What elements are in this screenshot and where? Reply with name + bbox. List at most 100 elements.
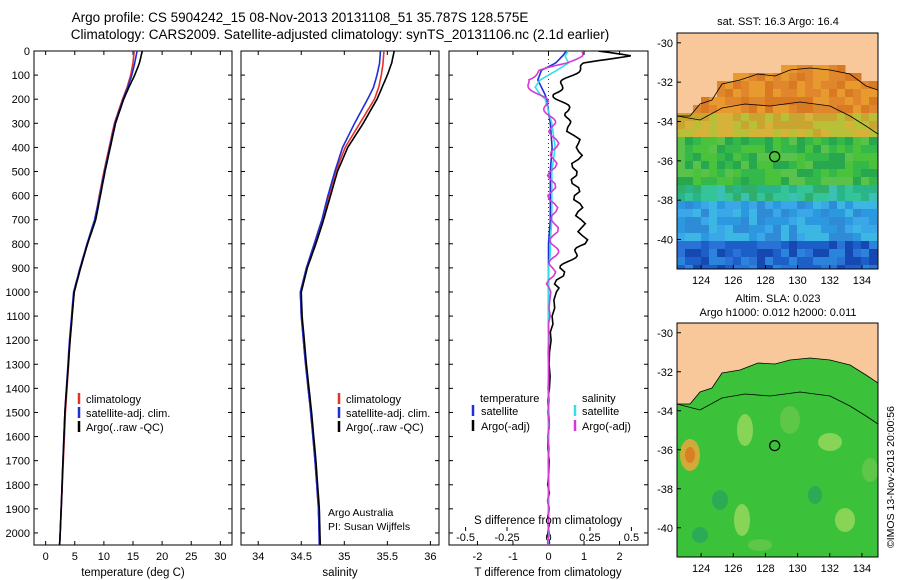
sst-cell (757, 193, 766, 202)
sst-cell (709, 249, 718, 258)
sst-cell (805, 169, 814, 178)
temperature-x-ticks: 0 5 10 15 20 25 30 (43, 51, 226, 563)
sla-shelf-contour (677, 391, 878, 425)
sst-cell (741, 249, 750, 258)
sst-cell (733, 257, 742, 266)
sst-lon-ticks: 124 126 128 130 132 134 (692, 265, 871, 287)
sst-cell (853, 89, 862, 98)
s-tick-label: -0.5 (456, 532, 475, 544)
sst-cell (781, 89, 790, 98)
sst-cell (725, 201, 734, 210)
sst-cell (797, 129, 806, 138)
sst-cell (813, 241, 822, 250)
sst-cell (717, 233, 726, 242)
sst-cell (829, 145, 838, 154)
sst-cell (677, 121, 686, 130)
sst-cell (869, 241, 878, 250)
sst-cell (765, 177, 774, 186)
sst-cell (765, 201, 774, 210)
series-line-s-argo-adj- (527, 51, 584, 545)
sst-cell (789, 193, 798, 202)
sst-cell (677, 129, 686, 138)
sst-cell (861, 185, 870, 194)
sst-cell (845, 161, 854, 170)
sst-cell (837, 169, 846, 178)
sst-cell (837, 129, 846, 138)
sst-cell (781, 225, 790, 234)
legend-label-t-argo: Argo(-adj) (481, 421, 530, 433)
sst-cell (869, 185, 878, 194)
sst-cell (733, 209, 742, 218)
sla-map-title: Altim. SLA: 0.023 (736, 293, 821, 305)
sst-cell (685, 249, 694, 258)
sst-cell (821, 169, 830, 178)
sst-cell (725, 121, 734, 130)
sst-cell (685, 265, 694, 269)
salinity-series (299, 51, 395, 545)
x-tick-label: 15 (127, 551, 139, 563)
sst-cell (709, 113, 718, 122)
sst-cell (677, 177, 686, 186)
sst-cell (805, 161, 814, 170)
sst-cell (781, 81, 790, 90)
figure-title-line2: Climatology: CARS2009. Satellite-adjuste… (71, 27, 610, 42)
sst-cell (829, 169, 838, 178)
sst-cell (733, 217, 742, 226)
sst-cell (717, 217, 726, 226)
sst-cell (797, 137, 806, 146)
x-tick-label: -2 (473, 551, 483, 563)
sst-cell (693, 201, 702, 210)
salinity-legend: climatology satellite-adj. clim. Argo(..… (337, 393, 430, 434)
sst-cell (773, 145, 782, 154)
sst-cell (757, 201, 766, 210)
sst-cell (693, 153, 702, 162)
sst-cell (805, 249, 814, 258)
sst-cell (805, 113, 814, 122)
sst-cell (861, 265, 870, 269)
sst-cell (829, 217, 838, 226)
sst-cell (725, 137, 734, 146)
sst-cell (757, 225, 766, 234)
sst-cell (701, 105, 710, 114)
sst-cell (797, 169, 806, 178)
sst-cell (773, 97, 782, 106)
x-tick-label: 1 (581, 551, 587, 563)
sst-cell (725, 89, 734, 98)
sst-cell (709, 137, 718, 146)
sst-cell (861, 97, 870, 106)
difference-series (527, 51, 631, 545)
lon-tick-label: 134 (853, 275, 871, 287)
sst-cell (781, 201, 790, 210)
sst-cell (845, 233, 854, 242)
sst-cell (773, 177, 782, 186)
sst-cell (749, 161, 758, 170)
sst-cell (845, 81, 854, 90)
sst-cell (837, 65, 846, 74)
sst-cell (829, 73, 838, 82)
sst-cell (677, 225, 686, 234)
sst-cell (781, 145, 790, 154)
sst-cell (749, 105, 758, 114)
lat-tick-label: -38 (657, 484, 673, 496)
depth-tick-label: 2000 (6, 528, 30, 540)
temperature-xlabel: temperature (deg C) (81, 567, 185, 579)
lon-tick-label: 132 (821, 275, 839, 287)
sst-map-frame (676, 32, 879, 270)
series-line-argo-raw-qc- (58, 51, 144, 545)
depth-tick-label: 0 (24, 46, 30, 58)
sst-cell (797, 153, 806, 162)
sst-cell (797, 257, 806, 266)
sst-cell (749, 97, 758, 106)
sst-cell (741, 169, 750, 178)
sst-cell (757, 73, 766, 82)
sst-cell (757, 145, 766, 154)
sst-cell (797, 121, 806, 130)
sst-cell (781, 105, 790, 114)
sla-anomaly-blob (692, 527, 708, 543)
temperature-panel: 0100200300400500600700800900100011001200… (6, 46, 233, 579)
sst-cell (869, 145, 878, 154)
sst-cell (829, 177, 838, 186)
sst-cell (773, 153, 782, 162)
sst-cell (741, 153, 750, 162)
lat-tick-label: -34 (657, 406, 673, 418)
